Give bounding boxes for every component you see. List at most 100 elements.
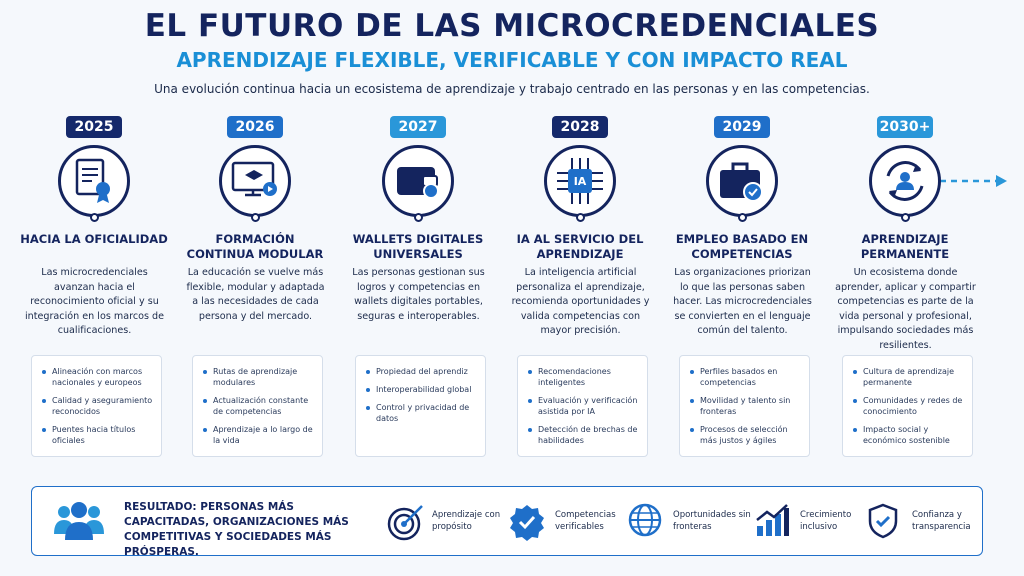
icon-circle — [869, 145, 941, 217]
heading: APRENDIZAJE PERMANENTE — [860, 232, 950, 261]
icon — [756, 504, 789, 536]
description: Un ecosistema donde aprender, aplicar y … — [835, 267, 976, 351]
bullet: Puentes hacia títulos oficiales — [40, 424, 155, 446]
bullet-box: Propiedad del aprendiz Interoperabilidad … — [355, 355, 486, 457]
icon-shape — [784, 508, 789, 536]
description: Las organizaciones priorizan lo que las … — [673, 267, 812, 336]
year-badge: 2030+ — [877, 116, 933, 138]
bullet: Comunidades y redes de conocimiento — [851, 395, 966, 417]
timeline-dot — [250, 213, 260, 222]
icon-shape — [518, 515, 536, 530]
icon-circle — [58, 145, 130, 217]
bullet: Propiedad del aprendiz — [364, 366, 479, 377]
icon — [231, 161, 277, 197]
benefit-icon — [866, 502, 900, 544]
icon — [628, 503, 662, 537]
timeline-dot — [413, 213, 423, 222]
bullet-box: Perfiles basados en competencias Movilida… — [679, 355, 810, 457]
bullet-box: Alineación con marcos nacionales y europ… — [31, 355, 162, 457]
icon-shape — [58, 506, 70, 518]
year-badge: 2026 — [227, 116, 283, 138]
icon-label: IA — [574, 175, 587, 188]
benefit-text: Aprendizaje con propósito — [432, 510, 501, 532]
benefit-text: Competencias verificables — [555, 510, 616, 532]
icon-shape — [97, 195, 109, 203]
icon-shape — [96, 182, 110, 196]
bullet-box: Cultura de aprendizaje permanente Comunid… — [842, 355, 973, 457]
icon-shape — [245, 190, 261, 197]
benefit-text: Crecimiento inclusivo — [800, 510, 852, 532]
icon — [75, 158, 110, 203]
icon-circle — [706, 145, 778, 217]
heading: FORMACIÓN CONTINUA MODULAR — [186, 232, 324, 261]
icon-shape — [875, 515, 891, 528]
heading: EMPLEO BASADO EN COMPETENCIAS — [675, 232, 809, 261]
icon-shape — [423, 183, 439, 199]
icon-circle — [382, 145, 454, 217]
icon: IA — [557, 158, 603, 204]
year-badge: 2027 — [390, 116, 446, 138]
bullet: Detección de brechas de habilidades — [526, 424, 641, 446]
bullet: Rutas de aprendizaje modulares — [201, 366, 316, 388]
icon — [720, 162, 763, 202]
bullet: Impacto social y económico sostenible — [851, 424, 966, 446]
bullet: Procesos de selección más justos y ágile… — [688, 424, 803, 446]
description: Las microcredenciales avanzan hacia el r… — [24, 267, 165, 336]
bullet: Aprendizaje a lo largo de la vida — [201, 424, 316, 446]
bullet: Alineación con marcos nacionales y europ… — [40, 366, 155, 388]
bullet: Control y privacidad de datos — [364, 402, 479, 424]
bullet-box: Recomendaciones inteligentes Evaluación y… — [517, 355, 648, 457]
icon — [397, 167, 439, 199]
bullet: Calidad y aseguramiento reconocidos — [40, 395, 155, 417]
icon-circle — [219, 145, 291, 217]
benefit-icon — [627, 502, 663, 542]
year-badge: 2029 — [714, 116, 770, 138]
heading: WALLETS DIGITALES UNIVERSALES — [352, 232, 484, 261]
bullet: Evaluación y verificación asistida por I… — [526, 395, 641, 417]
benefit-icon — [754, 502, 790, 542]
result-text: RESULTADO: PERSONAS MÁS CAPACITADAS, ORG… — [124, 501, 349, 558]
icon-shape — [775, 514, 781, 536]
bullet: Cultura de aprendizaje permanente — [851, 366, 966, 388]
icon-shape — [731, 162, 749, 170]
icon-shape — [757, 526, 763, 536]
description: La educación se vuelve más flexible, mod… — [186, 267, 325, 322]
icon — [886, 161, 924, 201]
benefit-text: Confianza y transparencia — [912, 510, 971, 532]
timeline-dot — [900, 213, 910, 222]
year-badge: 2025 — [66, 116, 122, 138]
icon-shape — [393, 513, 415, 535]
bullet: Movilidad y talento sin fronteras — [688, 395, 803, 417]
benefit-text: Oportunidades sin fronteras — [673, 510, 751, 532]
result-panel — [31, 486, 983, 556]
icon-shape — [557, 158, 603, 204]
icon-shape — [71, 502, 87, 518]
bullet: Interoperabilidad global — [364, 384, 479, 395]
benefit-icon — [509, 502, 545, 546]
icon-shape — [245, 170, 263, 180]
icon-shape — [387, 507, 421, 541]
icon-shape — [756, 504, 788, 521]
icon-shape — [75, 158, 105, 196]
icon-shape — [268, 186, 273, 192]
icon — [387, 505, 423, 541]
icon-shape — [743, 182, 763, 202]
icon-shape — [900, 172, 910, 182]
icon-shape — [568, 169, 592, 193]
bullet-box: Rutas de aprendizaje modulares Actualizac… — [192, 355, 323, 457]
icon-shape — [65, 522, 93, 540]
icon-shape — [896, 182, 914, 190]
tagline: Una evolución continua hacia un ecosiste… — [154, 82, 870, 96]
benefit-icon — [386, 502, 426, 546]
icon — [510, 505, 544, 541]
icon-shape — [868, 503, 898, 539]
people-icon — [54, 502, 104, 540]
description: La inteligencia artificial personaliza e… — [511, 267, 650, 336]
year-badge: 2028 — [552, 116, 608, 138]
timeline-dot — [737, 213, 747, 222]
icon-shape — [766, 520, 772, 536]
icon-shape — [88, 506, 100, 518]
icon-shape — [748, 188, 758, 197]
